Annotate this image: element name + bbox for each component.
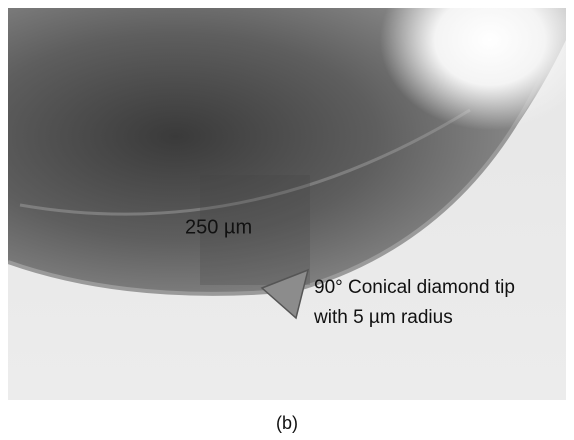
micrograph (8, 0, 574, 400)
tip-label: 90° Conical diamond tip (314, 277, 515, 298)
tip-label: with 5 µm radius (313, 307, 453, 328)
scale-label: 250 µm (185, 216, 252, 238)
figure: 250 µm 90° Conical diamond tip with 5 µm… (0, 0, 574, 440)
caption: (b) (276, 413, 298, 433)
